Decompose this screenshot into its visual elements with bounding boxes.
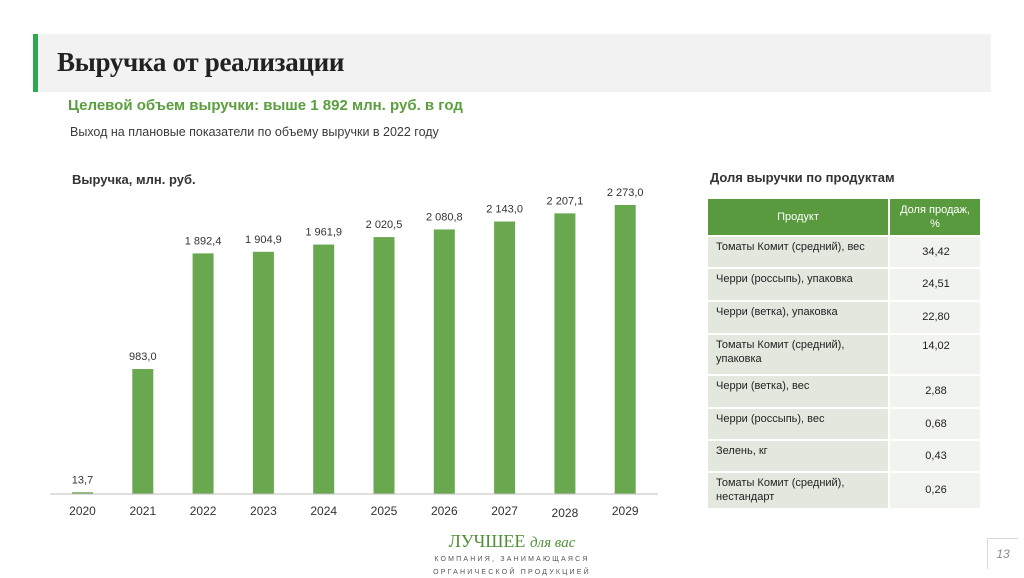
table-row: Черри (ветка), упаковка 22,80 (708, 300, 980, 334)
bar-2020 (72, 492, 93, 494)
share-cell: 24,51 (888, 267, 980, 301)
data-label-2020: 13,7 (72, 474, 93, 486)
bar-2023 (252, 251, 274, 494)
data-label-2023: 1 904,9 (245, 234, 282, 246)
product-cell: Черри (россыпь), упаковка (708, 267, 889, 301)
data-label-2022: 1 892,4 (185, 235, 222, 247)
table-header-row: Продукт Доля продаж, % (708, 199, 980, 236)
product-cell: Черри (ветка), вес (708, 374, 889, 408)
bar-2027 (494, 221, 516, 494)
x-tick-2024: 2024 (310, 504, 337, 518)
logo-tagline-2: ОРГАНИЧЕСКОЙ ПРОДУКЦИЕЙ (433, 569, 591, 576)
logo-script-text: для вас (529, 535, 576, 551)
product-cell: Черри (ветка), упаковка (708, 300, 889, 334)
data-label-2029: 2 273,0 (607, 187, 644, 199)
bar-2025 (373, 237, 395, 494)
product-cell: Зелень, кг (708, 439, 889, 472)
share-cell: 0,68 (888, 407, 980, 440)
data-label-2025: 2 020,5 (366, 219, 403, 231)
product-cell: Томаты Комит (средний), нестандарт (708, 471, 889, 508)
bar-2021 (132, 369, 154, 494)
x-tick-2023: 2023 (250, 504, 277, 518)
data-label-2024: 1 961,9 (305, 227, 342, 239)
plan-subtitle-text: Выход на плановые показатели по объему в… (70, 125, 439, 139)
data-label-2028: 2 207,1 (547, 195, 584, 207)
share-cell: 0,43 (888, 439, 980, 472)
bar-2024 (313, 244, 335, 494)
share-cell: 14,02 (888, 333, 980, 375)
data-label-2026: 2 080,8 (426, 211, 463, 223)
page-title: Выручка от реализации (57, 47, 345, 77)
x-tick-2020: 2020 (69, 504, 96, 518)
x-tick-2027: 2027 (491, 504, 518, 518)
x-tick-2026: 2026 (431, 504, 458, 518)
product-share-table: Продукт Доля продаж, % Томаты Комит (сре… (708, 199, 980, 508)
logo-wordmark: ЛУЧШЕЕ для вас (432, 532, 592, 552)
table-title: Доля выручки по продуктам (710, 170, 895, 185)
data-label-2027: 2 143,0 (486, 204, 523, 216)
company-logo: ЛУЧШЕЕ для вас КОМПАНИЯ, ЗАНИМАЮЩАЯСЯ ОР… (432, 532, 592, 578)
table-row: Томаты Комит (средний), нестандарт 0,26 (708, 471, 980, 508)
x-tick-2028: 2028 (552, 506, 579, 520)
table-row: Томаты Комит (средний), упаковка 14,02 (708, 333, 980, 375)
x-tick-2022: 2022 (190, 504, 217, 518)
target-revenue-text: Целевой объем выручки: выше 1 892 млн. р… (68, 97, 463, 114)
table-row: Томаты Комит (средний), вес 34,42 (708, 235, 980, 268)
share-cell: 2,88 (888, 374, 980, 408)
table-row: Зелень, кг 0,43 (708, 439, 980, 472)
bar-2022 (192, 253, 214, 494)
slide-number: 13 (987, 538, 1018, 569)
share-cell: 34,42 (888, 235, 980, 268)
product-cell: Томаты Комит (средний), упаковка (708, 333, 889, 375)
bar-2026 (433, 229, 455, 494)
data-label-2021: 983,0 (129, 351, 157, 363)
logo-main-text: ЛУЧШЕЕ (448, 531, 526, 551)
x-tick-2029: 2029 (612, 504, 639, 518)
product-cell: Томаты Комит (средний), вес (708, 235, 889, 268)
table-row: Черри (россыпь), вес 0,68 (708, 407, 980, 440)
x-tick-2025: 2025 (371, 504, 398, 518)
title-accent-bar (33, 34, 38, 92)
table-row: Черри (россыпь), упаковка 24,51 (708, 267, 980, 301)
logo-tagline-1: КОМПАНИЯ, ЗАНИМАЮЩАЯСЯ (434, 556, 590, 563)
bar-2029 (614, 205, 636, 494)
revenue-bar-chart: 13,7 2020 983,0 2021 1 892,4 2022 1 904,9 2023 1… (50, 187, 658, 520)
chart-title: Выручка, млн. руб. (72, 172, 196, 187)
title-band (33, 34, 991, 92)
share-cell: 0,26 (888, 471, 980, 508)
table-row: Черри (ветка), вес 2,88 (708, 374, 980, 408)
product-cell: Черри (россыпь), вес (708, 407, 889, 440)
column-header-share: Доля продаж, % (889, 199, 980, 236)
x-tick-2021: 2021 (129, 504, 156, 518)
bar-2028 (554, 213, 576, 494)
share-cell: 22,80 (888, 300, 980, 334)
column-header-product: Продукт (708, 199, 890, 236)
